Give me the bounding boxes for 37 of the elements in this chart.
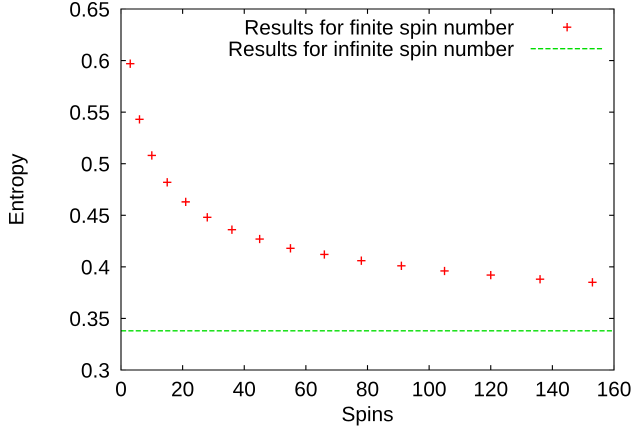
point xyxy=(440,266,450,276)
y-tick-label: 0.5 xyxy=(82,156,110,172)
x-tick-label: 60 xyxy=(295,382,317,396)
legend-label: Results for infinite spin number xyxy=(230,40,514,60)
x-axis-title: Spins xyxy=(342,406,393,426)
point xyxy=(588,277,598,288)
point xyxy=(396,260,406,271)
y-axis-title: Entropy xyxy=(9,154,28,224)
point xyxy=(486,270,496,280)
x-tick-label: 0 xyxy=(116,382,126,396)
point xyxy=(180,197,191,207)
point xyxy=(254,234,265,244)
point xyxy=(227,224,237,235)
x-tick-label: 120 xyxy=(474,382,508,396)
point xyxy=(134,114,144,124)
y-tick-label: 0.55 xyxy=(70,105,110,120)
point xyxy=(162,177,172,188)
point xyxy=(202,212,212,222)
x-tick-label: 100 xyxy=(413,382,446,396)
point xyxy=(125,58,136,69)
y-tick-label: 0.4 xyxy=(82,260,110,275)
x-tick-label: 140 xyxy=(536,382,569,396)
point xyxy=(320,250,330,260)
y-tick-label: 0.65 xyxy=(70,2,110,17)
y-tick-label: 0.35 xyxy=(70,311,110,326)
x-tick-label: 20 xyxy=(172,382,194,396)
x-tick-label: 40 xyxy=(233,382,256,396)
y-tick-label: 0.6 xyxy=(82,54,109,68)
point xyxy=(356,256,366,266)
point xyxy=(535,274,545,284)
point xyxy=(146,150,157,160)
x-tick-label: 160 xyxy=(598,382,631,396)
y-tick-label: 0.45 xyxy=(70,208,110,224)
x-tick-label: 80 xyxy=(356,382,378,396)
y-tick-label: 0.3 xyxy=(82,363,109,378)
point xyxy=(286,243,296,254)
legend-label: Results for finite spin number xyxy=(246,19,514,39)
